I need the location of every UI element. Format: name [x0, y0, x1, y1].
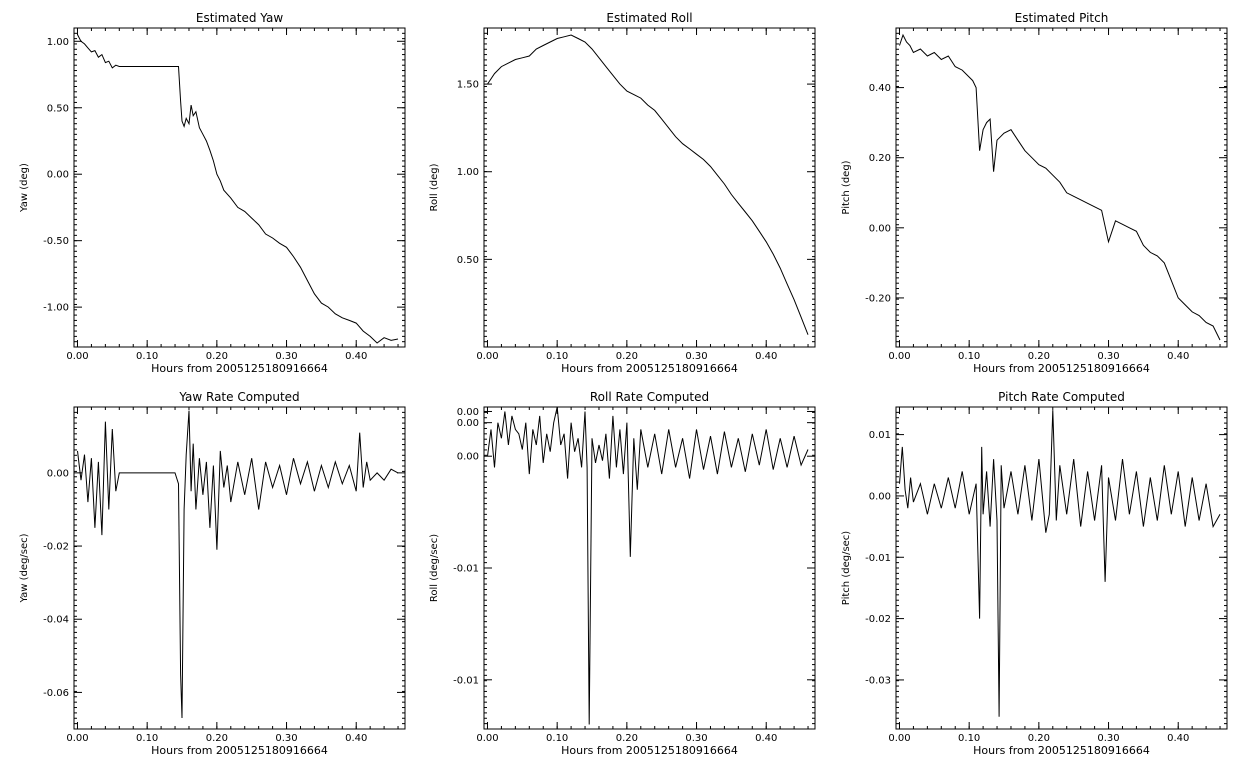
x-tick-label: 0.10: [546, 733, 568, 744]
chart-panel-5: 0.00 0.10 0.20 0.30 0.400.000.000.00-0.01-0.…: [429, 390, 816, 757]
y-tick-label: -0.02: [865, 614, 891, 625]
chart-panel-1: 0.00 0.10 0.20 0.30 0.40 1.00 0.50 0.00 -0.50 -1.…: [19, 11, 406, 375]
chart-title: Roll Rate Computed: [590, 390, 709, 404]
x-tick-label: 0.40: [345, 351, 367, 362]
x-tick-label: 0.00: [66, 351, 88, 362]
x-tick-label: 0.00: [888, 351, 910, 362]
chart-title: Yaw Rate Computed: [178, 390, 299, 404]
chart-title: Pitch Rate Computed: [998, 390, 1125, 404]
y-tick-label: 0.00: [457, 407, 479, 418]
x-axis-label: Hours from 2005125180916664: [151, 362, 328, 375]
x-axis-label: Hours from 2005125180916664: [561, 362, 738, 375]
y-tick-label: 0.50: [457, 255, 479, 266]
chart-panel-3: 0.00 0.10 0.20 0.30 0.40 0.40 0.20 0.00 -0.20 Est…: [841, 11, 1228, 375]
x-tick-label: 0.10: [546, 351, 568, 362]
y-tick-label: 0.01: [869, 430, 891, 441]
y-tick-label: 0.00: [47, 468, 69, 479]
series-line: [77, 34, 399, 344]
y-axis-label: Roll (deg/sec): [429, 534, 440, 602]
x-tick-label: 0.10: [958, 733, 980, 744]
x-tick-label: 0.20: [1028, 733, 1050, 744]
x-axis-label: Hours from 2005125180916664: [561, 744, 738, 757]
x-tick-label: 0.30: [1097, 733, 1119, 744]
y-tick-label: 1.00: [47, 37, 69, 48]
y-tick-label: 0.00: [457, 452, 479, 463]
x-tick-label: 0.30: [275, 733, 297, 744]
x-axis-label: Hours from 2005125180916664: [151, 744, 328, 757]
x-tick-label: 0.10: [958, 351, 980, 362]
x-axis-label: Hours from 2005125180916664: [973, 744, 1150, 757]
plot-frame: [895, 27, 1228, 348]
x-tick-label: 0.20: [616, 733, 638, 744]
y-axis-label: Pitch (deg): [841, 160, 852, 214]
x-tick-label: 0.30: [685, 733, 707, 744]
plot-frame: [73, 406, 406, 730]
y-axis-label: Roll (deg): [429, 163, 440, 211]
y-axis-label: Pitch (deg/sec): [841, 531, 852, 606]
y-tick-label: 1.50: [457, 80, 479, 91]
x-tick-label: 0.20: [206, 733, 228, 744]
x-tick-label: 0.40: [755, 351, 777, 362]
x-tick-label: 0.10: [136, 351, 158, 362]
y-axis-label: Yaw (deg): [19, 163, 30, 213]
series-line: [899, 410, 1221, 717]
plot-frame: [895, 406, 1228, 730]
y-tick-label: -0.50: [43, 236, 69, 247]
y-tick-label: -0.06: [43, 688, 69, 699]
y-axis-label: Yaw (deg/sec): [19, 533, 30, 603]
y-tick-label: -0.04: [43, 615, 69, 626]
x-axis-label: Hours from 2005125180916664: [973, 362, 1150, 375]
series-line: [899, 33, 1221, 341]
y-tick-label: -0.03: [865, 675, 891, 686]
x-tick-label: 0.00: [476, 733, 498, 744]
chart-title: Estimated Yaw: [196, 11, 283, 25]
x-tick-label: 0.40: [345, 733, 367, 744]
y-tick-label: 0.00: [457, 418, 479, 429]
chart-title: Estimated Pitch: [1015, 11, 1109, 25]
series-line: [487, 34, 809, 335]
chart-title: Estimated Roll: [606, 11, 692, 25]
y-tick-label: -0.01: [453, 675, 479, 686]
x-tick-label: 0.40: [1167, 351, 1189, 362]
chart-panel-4: 0.00 0.10 0.20 0.30 0.40 0.00 -0.02 -0.04 -0.06 Y…: [19, 390, 406, 757]
y-tick-label: -0.01: [865, 553, 891, 564]
series-line: [77, 410, 399, 719]
x-tick-label: 0.10: [136, 733, 158, 744]
series-line: [487, 406, 809, 725]
y-tick-label: -0.01: [453, 564, 479, 575]
y-tick-label: 0.00: [47, 170, 69, 181]
plot-frame: [483, 406, 816, 730]
y-tick-label: 0.20: [869, 153, 891, 164]
x-tick-label: 0.20: [1028, 351, 1050, 362]
x-tick-label: 0.00: [888, 733, 910, 744]
x-tick-label: 0.30: [1097, 351, 1119, 362]
x-tick-label: 0.20: [206, 351, 228, 362]
x-tick-label: 0.00: [66, 733, 88, 744]
y-tick-label: -1.00: [43, 303, 69, 314]
chart-panel-2: 0.00 0.10 0.20 0.30 0.40 1.50 1.00 0.50 Estimate…: [429, 11, 816, 375]
x-tick-label: 0.30: [685, 351, 707, 362]
y-tick-label: 1.00: [457, 167, 479, 178]
x-tick-label: 0.20: [616, 351, 638, 362]
x-tick-label: 0.40: [755, 733, 777, 744]
y-tick-label: 0.00: [869, 223, 891, 234]
plot-frame: [483, 27, 816, 348]
y-tick-label: 0.40: [869, 83, 891, 94]
y-tick-label: 0.50: [47, 103, 69, 114]
y-tick-label: 0.00: [869, 491, 891, 502]
y-tick-label: -0.02: [43, 542, 69, 553]
x-tick-label: 0.00: [476, 351, 498, 362]
y-tick-label: -0.20: [865, 293, 891, 304]
x-tick-label: 0.30: [275, 351, 297, 362]
plot-frame: [73, 27, 406, 348]
x-tick-label: 0.40: [1167, 733, 1189, 744]
chart-panel-6: 0.00 0.10 0.20 0.30 0.40 0.01 0.00 -0.01 -0.02 -0…: [841, 390, 1228, 757]
